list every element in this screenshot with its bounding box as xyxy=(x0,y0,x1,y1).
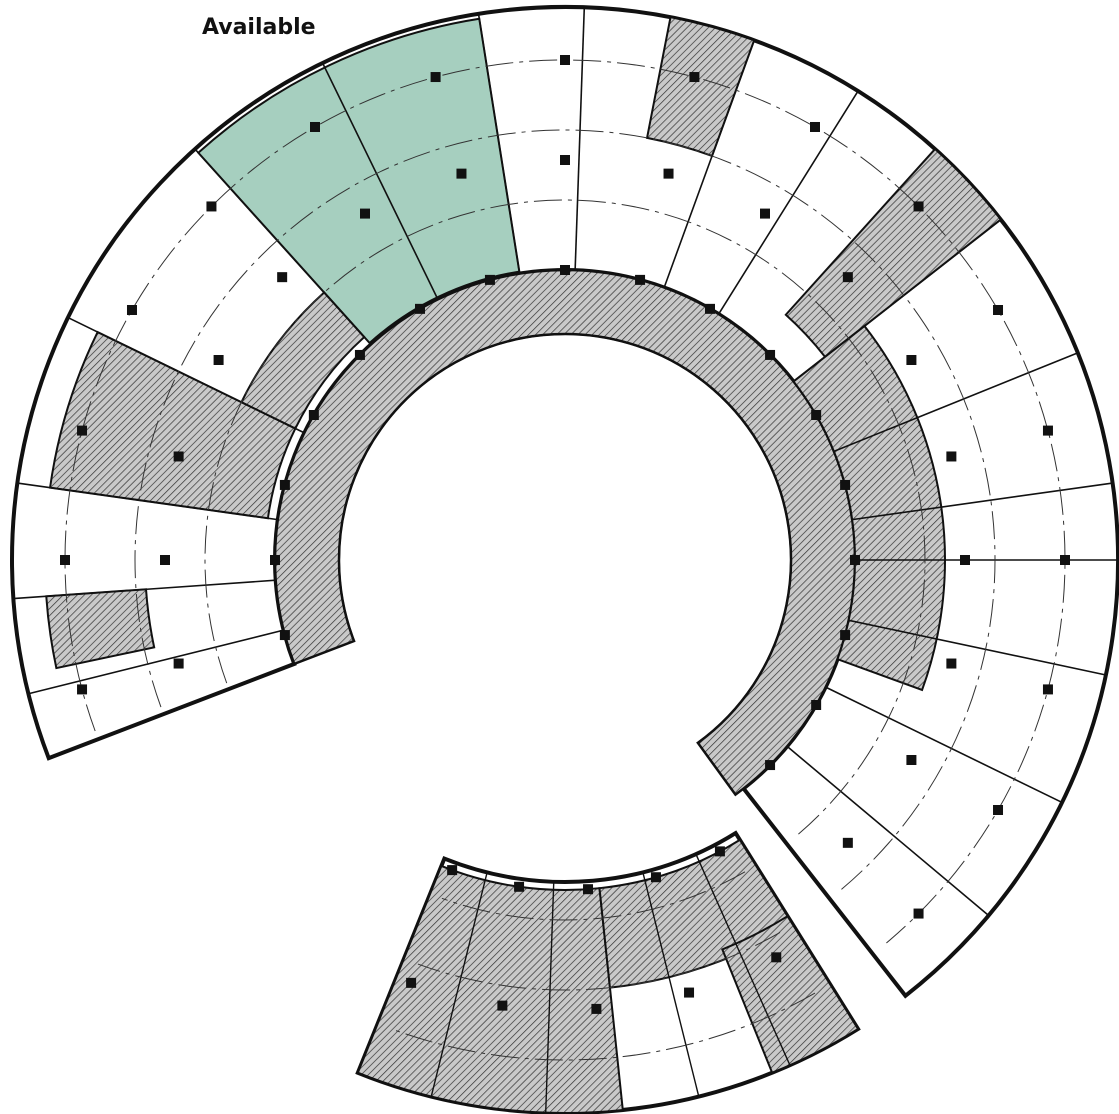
column xyxy=(591,1003,602,1014)
grid-arc xyxy=(441,871,746,921)
column xyxy=(277,272,288,283)
partition xyxy=(833,352,1079,453)
column xyxy=(811,700,822,710)
partition xyxy=(848,619,1107,676)
column xyxy=(1042,684,1053,695)
column xyxy=(310,121,320,132)
column xyxy=(354,349,365,360)
partition xyxy=(825,686,1063,804)
column xyxy=(960,555,970,565)
column xyxy=(1060,555,1070,565)
column xyxy=(60,555,70,565)
column xyxy=(1042,425,1053,436)
grid-arc xyxy=(134,129,996,890)
column xyxy=(689,72,700,83)
column xyxy=(360,208,370,219)
column xyxy=(213,355,224,365)
partition xyxy=(67,316,305,434)
partition xyxy=(717,90,859,315)
partition xyxy=(793,218,1002,383)
partition xyxy=(13,579,276,600)
column xyxy=(270,555,280,565)
column xyxy=(684,987,695,998)
column xyxy=(913,201,924,212)
column xyxy=(663,168,674,179)
column xyxy=(279,479,290,490)
column xyxy=(206,201,217,212)
column xyxy=(406,977,417,988)
column xyxy=(760,208,770,219)
partition xyxy=(477,13,521,274)
partition xyxy=(17,482,278,521)
column xyxy=(946,451,957,462)
partition xyxy=(194,148,372,346)
column xyxy=(906,355,917,365)
column xyxy=(810,121,820,132)
grid-arc xyxy=(417,931,781,991)
partition xyxy=(574,7,586,271)
column xyxy=(765,349,776,360)
column xyxy=(173,658,184,669)
column xyxy=(484,274,495,285)
grid-arc xyxy=(393,992,816,1061)
column xyxy=(560,155,570,165)
column xyxy=(560,265,570,275)
column xyxy=(430,72,441,83)
partition xyxy=(852,482,1113,521)
partition xyxy=(786,745,990,917)
column xyxy=(913,908,924,919)
column xyxy=(993,305,1004,315)
core-area xyxy=(721,914,860,1075)
column xyxy=(842,272,853,283)
column xyxy=(993,805,1004,815)
column xyxy=(714,846,725,857)
column xyxy=(705,303,715,314)
column xyxy=(765,760,776,771)
column xyxy=(811,410,822,420)
column xyxy=(126,305,137,315)
column xyxy=(906,755,917,765)
partition xyxy=(28,629,284,695)
column xyxy=(497,1000,508,1011)
column xyxy=(447,865,458,876)
column xyxy=(771,952,782,963)
column xyxy=(77,684,88,695)
column xyxy=(279,630,290,641)
core-area xyxy=(792,324,946,692)
column xyxy=(560,55,570,65)
column xyxy=(946,658,957,669)
suite-status-label: Available xyxy=(202,15,316,40)
column xyxy=(514,881,525,892)
column xyxy=(842,837,853,848)
column xyxy=(635,274,646,285)
partition xyxy=(663,40,755,288)
column xyxy=(840,630,851,641)
core-area xyxy=(356,864,624,1114)
column xyxy=(840,479,851,490)
column xyxy=(650,872,661,883)
column xyxy=(456,168,467,179)
partition xyxy=(321,62,439,300)
column xyxy=(415,303,425,314)
grid-arc xyxy=(204,199,926,837)
column xyxy=(77,425,88,436)
column xyxy=(583,884,594,895)
column xyxy=(850,555,860,565)
column xyxy=(173,451,184,462)
column xyxy=(160,555,170,565)
column xyxy=(308,410,319,420)
atrium-edge xyxy=(338,333,792,744)
available-suite xyxy=(196,17,521,345)
